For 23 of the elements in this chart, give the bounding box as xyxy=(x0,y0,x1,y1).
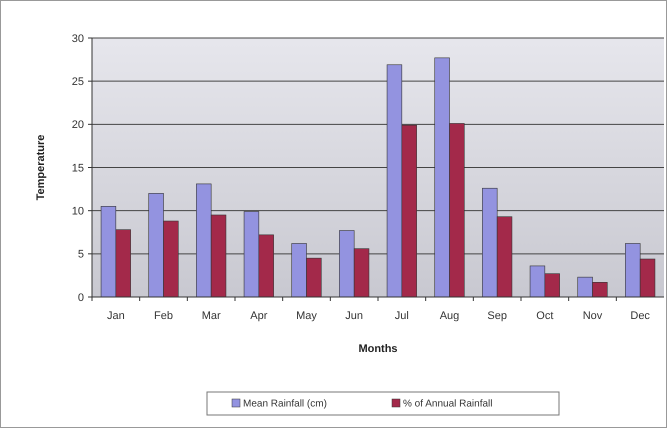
x-tick-label: Apr xyxy=(250,310,268,322)
y-tick-label: 10 xyxy=(72,206,84,218)
x-tick-label: Sep xyxy=(487,310,507,322)
y-axis-title: Temperature xyxy=(35,134,47,200)
x-tick-label: Aug xyxy=(440,310,460,322)
y-tick-label: 20 xyxy=(72,119,84,132)
y-tick-label: 30 xyxy=(72,32,84,45)
legend-label: % of Annual Rainfall xyxy=(403,398,493,410)
y-tick-label: 15 xyxy=(72,162,84,174)
x-tick-label: Oct xyxy=(536,310,554,322)
legend-label: Mean Rainfall (cm) xyxy=(243,398,327,410)
y-tick-label: 5 xyxy=(78,248,84,261)
x-tick-label: Jul xyxy=(394,310,409,322)
x-tick-label: Dec xyxy=(630,310,650,322)
x-tick-label: Feb xyxy=(154,310,173,322)
x-tick-label: May xyxy=(296,310,318,322)
x-tick-label: Nov xyxy=(582,310,603,322)
y-tick-label: 25 xyxy=(72,76,84,88)
x-tick-label: Jun xyxy=(345,310,364,322)
y-tick-label: 0 xyxy=(78,292,84,304)
x-axis-title: Months xyxy=(358,343,398,355)
x-tick-label: Jan xyxy=(106,310,125,322)
x-tick-label: Mar xyxy=(202,310,221,322)
